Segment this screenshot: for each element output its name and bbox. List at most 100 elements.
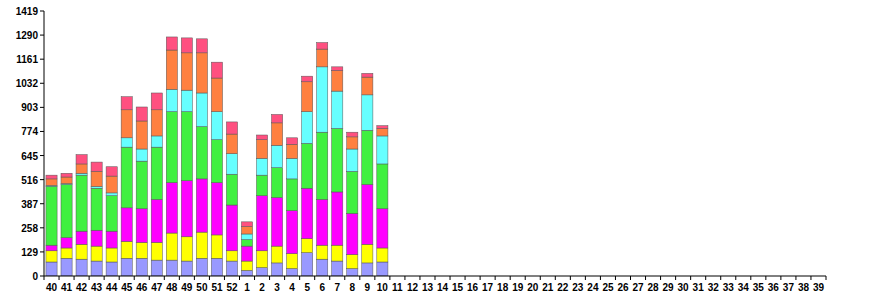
bar-segment bbox=[91, 230, 102, 246]
bar-segment bbox=[121, 147, 132, 208]
bar-segment bbox=[226, 174, 237, 205]
x-tick bbox=[89, 276, 90, 280]
x-tick bbox=[600, 276, 601, 280]
x-tick bbox=[705, 276, 706, 280]
bar-segment bbox=[226, 134, 237, 154]
bar-segment bbox=[151, 199, 162, 242]
x-tick-label: 28 bbox=[647, 282, 659, 293]
bar-segment bbox=[196, 53, 207, 93]
bar-segment bbox=[46, 175, 57, 179]
x-tick-label: 46 bbox=[136, 282, 148, 293]
y-tick bbox=[40, 59, 44, 60]
bar-segment bbox=[347, 213, 358, 254]
bar-segment bbox=[46, 251, 57, 262]
x-tick bbox=[314, 276, 315, 280]
x-tick-label: 3 bbox=[274, 282, 280, 293]
bar-segment bbox=[136, 121, 147, 149]
bar-segment bbox=[226, 261, 237, 276]
x-tick bbox=[660, 276, 661, 280]
y-tick-label: 258 bbox=[21, 223, 38, 234]
bar-segment bbox=[196, 179, 207, 232]
y-tick bbox=[40, 227, 44, 228]
bar-segment bbox=[272, 246, 283, 263]
x-tick-label: 19 bbox=[512, 282, 524, 293]
x-tick bbox=[119, 276, 120, 280]
x-tick-label: 14 bbox=[437, 282, 449, 293]
x-tick bbox=[269, 276, 270, 280]
x-tick-label: 1 bbox=[244, 282, 250, 293]
bar-segment bbox=[181, 237, 192, 261]
y-tick-label: 1161 bbox=[16, 54, 38, 65]
x-tick bbox=[525, 276, 526, 280]
x-tick-label: 18 bbox=[497, 282, 509, 293]
y-tick bbox=[40, 203, 44, 204]
bar-segment bbox=[121, 208, 132, 242]
bar-segment bbox=[76, 231, 87, 244]
bar-segment bbox=[136, 107, 147, 121]
bar-segment bbox=[256, 175, 267, 196]
x-tick bbox=[765, 276, 766, 280]
y-tick bbox=[40, 276, 44, 277]
y-tick bbox=[40, 131, 44, 132]
y-tick-label: 903 bbox=[21, 102, 38, 113]
x-tick-label: 40 bbox=[46, 282, 58, 293]
x-tick bbox=[254, 276, 255, 280]
x-tick bbox=[450, 276, 451, 280]
y-tick-label: 516 bbox=[21, 175, 38, 186]
bar-segment bbox=[46, 186, 57, 245]
x-tick-label: 22 bbox=[557, 282, 569, 293]
x-tick bbox=[419, 276, 420, 280]
x-tick-label: 34 bbox=[738, 282, 750, 293]
bar-segment bbox=[76, 164, 87, 173]
bar-segment bbox=[256, 251, 267, 268]
bar-segment bbox=[211, 183, 222, 235]
bar-segment bbox=[226, 122, 237, 134]
bar-segment bbox=[332, 192, 343, 245]
bar-segment bbox=[317, 67, 328, 132]
x-tick bbox=[104, 276, 105, 280]
x-tick-label: 2 bbox=[259, 282, 265, 293]
bar-segment bbox=[241, 240, 252, 247]
bar-segment bbox=[136, 161, 147, 209]
bar-segment bbox=[46, 179, 57, 186]
bar-segment bbox=[61, 177, 72, 184]
x-tick bbox=[179, 276, 180, 280]
x-tick-label: 38 bbox=[798, 282, 810, 293]
bar-segment bbox=[347, 255, 358, 269]
bar-segment bbox=[151, 110, 162, 136]
bar-segment bbox=[332, 245, 343, 261]
bar-segment bbox=[377, 248, 388, 262]
bar-segment bbox=[211, 62, 222, 78]
bar-segment bbox=[302, 76, 313, 82]
x-tick bbox=[810, 276, 811, 280]
x-tick-label: 36 bbox=[768, 282, 780, 293]
bar-segment bbox=[151, 136, 162, 147]
x-tick bbox=[44, 276, 45, 280]
bar-segment bbox=[377, 126, 388, 129]
x-tick-label: 44 bbox=[106, 282, 118, 293]
x-tick-label: 35 bbox=[753, 282, 765, 293]
x-tick-label: 7 bbox=[334, 282, 340, 293]
bars bbox=[46, 37, 388, 276]
bar-segment bbox=[211, 235, 222, 258]
bar-segment bbox=[106, 167, 117, 176]
bar-segment bbox=[46, 245, 57, 251]
bar-segment bbox=[151, 242, 162, 260]
bar-segment bbox=[106, 231, 117, 248]
x-tick bbox=[780, 276, 781, 280]
bar-segment bbox=[181, 261, 192, 276]
bar-segment bbox=[196, 232, 207, 258]
x-tick bbox=[344, 276, 345, 280]
bar-segment bbox=[166, 233, 177, 260]
x-tick-label: 15 bbox=[452, 282, 464, 293]
bar-segment bbox=[317, 132, 328, 199]
y-tick-label: 387 bbox=[21, 199, 38, 210]
x-tick-label: 29 bbox=[663, 282, 675, 293]
bar-segment bbox=[166, 183, 177, 233]
x-tick-label: 24 bbox=[587, 282, 599, 293]
bar-segment bbox=[347, 137, 358, 149]
x-tick bbox=[435, 276, 436, 280]
bar-segment bbox=[166, 112, 177, 183]
bar-segment bbox=[61, 238, 72, 248]
bar-segment bbox=[287, 158, 298, 179]
